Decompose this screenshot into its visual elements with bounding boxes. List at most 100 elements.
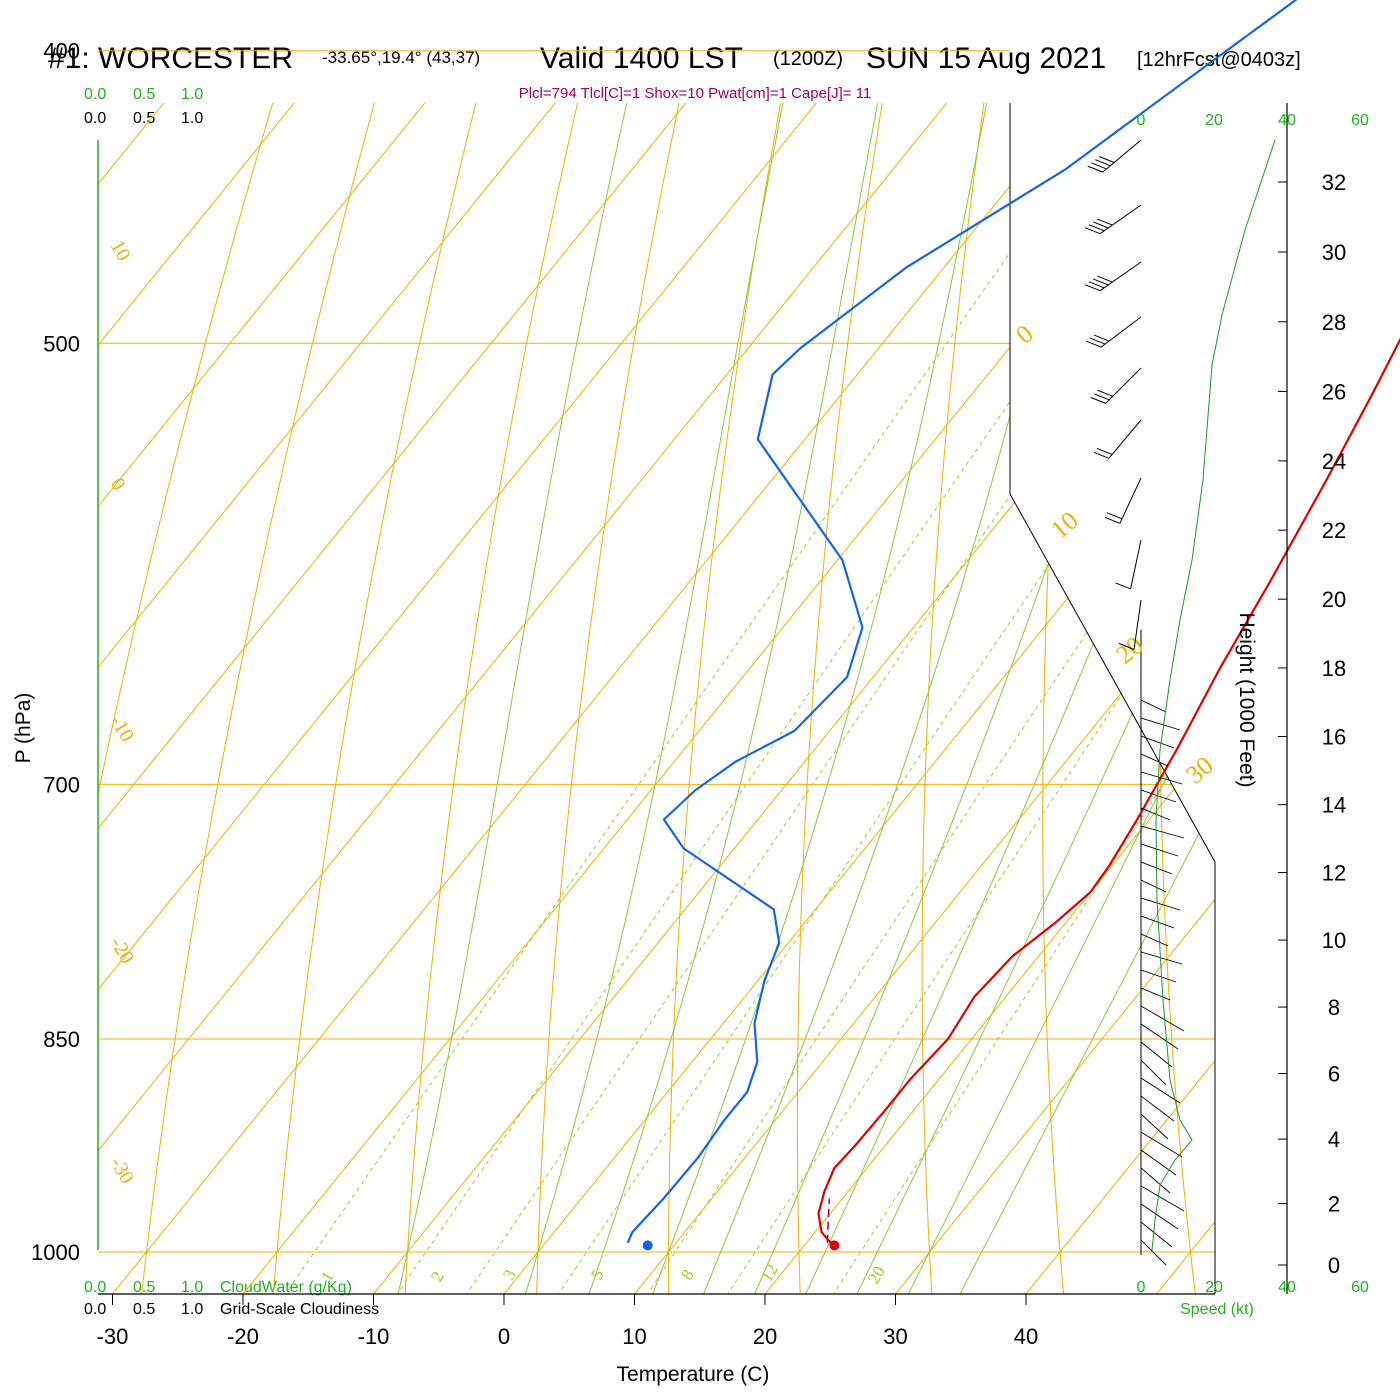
cloud-scale-top-green-0: 0.0 — [84, 86, 106, 103]
wind-barb-flag — [1093, 451, 1110, 459]
mixing-ratio-label: 12 — [757, 1261, 782, 1285]
utc-time: (1200Z) — [773, 48, 843, 70]
diagram-background — [98, 0, 1400, 1316]
wind-barb — [1140, 987, 1171, 1001]
height-tick-label: 20 — [1322, 587, 1346, 612]
dry-adiabat-line — [1383, 0, 1400, 1316]
wind-barb-flag — [1104, 516, 1121, 524]
wind-barb — [1140, 1203, 1179, 1230]
wind-barb — [1140, 753, 1169, 767]
surface-dewpoint-marker — [642, 1240, 653, 1251]
moist-adiabat-line — [694, 103, 1215, 1294]
isotherm-line — [98, 103, 1215, 1294]
wind-barb-flag — [1097, 275, 1113, 283]
isotherm-line — [98, 103, 880, 1294]
dewpoint-line — [626, 0, 1298, 1244]
height-tick-label: 16 — [1322, 724, 1346, 749]
wind-barb — [1140, 897, 1181, 911]
cloud-scale-top-black-2: 1.0 — [181, 110, 203, 127]
isotherm-label-left: 10 — [106, 237, 135, 265]
isotherm-line — [98, 103, 619, 1294]
wind-barb — [1140, 1185, 1185, 1212]
isotherm-line — [98, 103, 488, 1294]
wind-barb-flag — [1089, 337, 1106, 345]
mixing-ratio-label: 2 — [427, 1268, 448, 1285]
temperature-tick-label: -20 — [227, 1324, 259, 1349]
cloud-scale-top-green-2: 1.0 — [181, 86, 203, 103]
wind-barb — [1140, 1059, 1167, 1086]
wind-barb — [1140, 1041, 1173, 1068]
cloud-scale-top: 0.0 0.5 1.0 0.0 0.5 1.0 — [84, 86, 203, 127]
wind-barb — [1140, 735, 1175, 749]
wind-barb-flag — [1097, 218, 1113, 226]
temperature-line — [817, 337, 1400, 1247]
isotherm-label-left: -20 — [106, 934, 138, 968]
height-tick-label: 22 — [1322, 518, 1346, 543]
cloud-scale-top-black-1: 0.5 — [133, 110, 155, 127]
mixing-ratio-line — [269, 103, 1153, 1294]
wind-barb — [1140, 825, 1185, 839]
wind-barb-flag — [1085, 340, 1102, 348]
wind-barb — [1140, 807, 1171, 821]
mixing-ratio-line — [451, 103, 1215, 1294]
moist-adiabat-line — [744, 103, 1215, 1294]
speed-top-tick-20: 20 — [1205, 112, 1223, 129]
wind-barb — [1119, 477, 1142, 524]
isotherm-line — [98, 103, 749, 1294]
dry-adiabat-line — [138, 103, 600, 1294]
pressure-axis: 2503004005007008501000 — [31, 39, 80, 1265]
wind-barb — [1140, 843, 1179, 857]
wind-barb — [1140, 1113, 1169, 1140]
wind-barb-flag — [1115, 582, 1131, 590]
wind-barb — [1130, 539, 1142, 590]
temperature-tick-label: -30 — [97, 1324, 129, 1349]
pressure-tick-label: 400 — [43, 39, 80, 64]
wind-barb — [1140, 1095, 1175, 1122]
height-tick-label: 26 — [1322, 379, 1346, 404]
isotherm-label-right: 30 — [1180, 751, 1219, 790]
moist-adiabat-line — [581, 103, 1024, 1294]
wind-barb — [1140, 1077, 1181, 1104]
wind-barb-flag — [1093, 393, 1110, 401]
isotherm-line — [98, 103, 227, 1294]
wind-barb-flag — [1087, 165, 1103, 173]
mixing-ratio-line — [712, 103, 1215, 1294]
wind-barb — [1108, 419, 1142, 459]
wind-barb — [1099, 261, 1142, 292]
wind-barb — [1140, 771, 1183, 785]
isotherm-line — [746, 103, 1215, 1294]
wind-barb — [1140, 933, 1169, 947]
height-tick-label: 12 — [1322, 861, 1346, 886]
isotherm-label-right: 10 — [1045, 506, 1084, 545]
temperature-axis: -30 -20 -10 0 10 20 30 40 — [97, 1294, 1038, 1349]
height-tick-label: 0 — [1328, 1253, 1340, 1278]
wind-barb — [1140, 1239, 1167, 1266]
wind-barb-flag — [1093, 334, 1110, 342]
isotherm-line — [616, 103, 1215, 1294]
speed-axis-label: Speed (kt) — [1180, 1301, 1254, 1318]
cloud-scale-bottom-black-0: 0.0 — [84, 1301, 106, 1318]
cloud-scale-bottom-black-1: 0.5 — [133, 1301, 155, 1318]
wind-barb-flag — [1088, 224, 1105, 232]
cloud-scale-top-black-0: 0.0 — [84, 110, 106, 127]
forecast-info: [12hrFcst@0403z] — [1137, 49, 1301, 71]
wind-barb — [1140, 951, 1183, 965]
speed-top-tick-60: 60 — [1351, 112, 1369, 129]
parcel-line — [826, 1198, 831, 1243]
valid-date: SUN 15 Aug 2021 — [866, 42, 1106, 75]
isotherm-label-right: 0 — [1010, 319, 1039, 350]
valid-time: Valid 1400 LST — [540, 42, 743, 75]
speed-bottom-tick-0: 0 — [1137, 1279, 1146, 1296]
height-tick-label: 8 — [1328, 995, 1340, 1020]
height-tick-label: 28 — [1322, 310, 1346, 335]
height-tick-label: 2 — [1328, 1192, 1340, 1217]
dry-adiabat-line — [667, 103, 948, 1294]
pressure-tick-label: 1000 — [31, 1240, 80, 1265]
station-location: -33.65°,19.4° (43,37) — [322, 48, 480, 67]
wind-barb-flag — [1099, 156, 1115, 163]
dry-adiabat-line — [535, 103, 861, 1294]
station-title: #1: WORCESTER — [48, 42, 293, 75]
isotherm-label-right: 20 — [1110, 631, 1149, 670]
isotherm-line — [98, 103, 1215, 1294]
